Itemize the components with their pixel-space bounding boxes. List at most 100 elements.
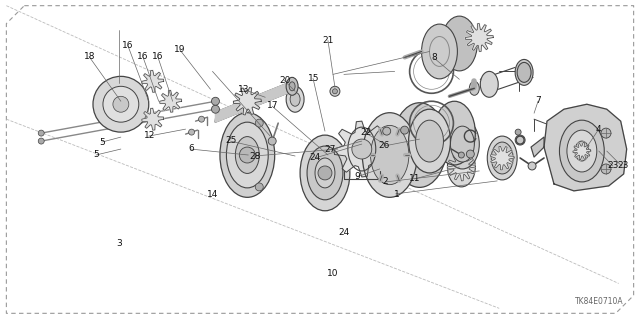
Ellipse shape: [236, 137, 259, 174]
Circle shape: [38, 138, 44, 144]
Ellipse shape: [307, 146, 343, 200]
Text: 16: 16: [152, 52, 163, 61]
Circle shape: [318, 166, 332, 180]
Circle shape: [601, 128, 611, 138]
Circle shape: [458, 152, 465, 158]
Ellipse shape: [290, 92, 300, 106]
Ellipse shape: [445, 119, 479, 169]
Text: 28: 28: [250, 152, 260, 161]
Text: 2: 2: [383, 177, 388, 186]
Ellipse shape: [371, 125, 409, 185]
Text: 6: 6: [188, 144, 194, 153]
Circle shape: [352, 139, 372, 159]
Ellipse shape: [515, 59, 533, 85]
Text: 16: 16: [137, 52, 148, 61]
Polygon shape: [544, 104, 627, 191]
Ellipse shape: [286, 86, 304, 112]
Circle shape: [198, 116, 205, 122]
Text: 21: 21: [322, 36, 333, 45]
Text: 16: 16: [122, 41, 133, 50]
Circle shape: [255, 183, 263, 191]
Circle shape: [211, 97, 220, 105]
Ellipse shape: [480, 71, 498, 97]
Ellipse shape: [362, 113, 417, 197]
Ellipse shape: [289, 82, 295, 91]
Circle shape: [255, 119, 263, 127]
Text: 24: 24: [339, 228, 350, 237]
Ellipse shape: [286, 78, 298, 95]
Text: 26: 26: [378, 141, 389, 150]
Ellipse shape: [447, 147, 476, 187]
Polygon shape: [142, 108, 164, 130]
Ellipse shape: [300, 135, 350, 211]
Text: 20: 20: [279, 76, 291, 85]
Ellipse shape: [451, 126, 474, 162]
Polygon shape: [531, 137, 544, 157]
Polygon shape: [234, 87, 261, 115]
Circle shape: [467, 150, 474, 158]
Circle shape: [383, 127, 390, 135]
Ellipse shape: [492, 142, 513, 174]
Circle shape: [103, 86, 139, 122]
Text: 11: 11: [408, 174, 420, 183]
Circle shape: [401, 126, 408, 134]
Ellipse shape: [220, 113, 275, 197]
Text: 12: 12: [143, 131, 155, 140]
Text: 3: 3: [116, 239, 122, 248]
Circle shape: [528, 162, 536, 170]
Text: 7: 7: [535, 96, 541, 105]
Text: 14: 14: [207, 190, 219, 199]
Circle shape: [601, 164, 611, 174]
Circle shape: [515, 129, 521, 135]
Polygon shape: [465, 24, 493, 51]
Polygon shape: [447, 153, 476, 181]
Text: TK84E0710A: TK84E0710A: [575, 297, 623, 306]
Ellipse shape: [433, 101, 476, 165]
Polygon shape: [573, 142, 591, 160]
Polygon shape: [334, 121, 390, 177]
Polygon shape: [160, 90, 182, 112]
Polygon shape: [216, 81, 292, 122]
Polygon shape: [490, 146, 514, 170]
Circle shape: [113, 96, 129, 112]
Circle shape: [239, 147, 255, 163]
Polygon shape: [142, 70, 164, 92]
Text: 4: 4: [596, 125, 601, 134]
Ellipse shape: [559, 120, 604, 182]
Ellipse shape: [575, 141, 589, 161]
Text: 18: 18: [84, 52, 95, 61]
Circle shape: [93, 76, 148, 132]
Text: 23: 23: [607, 161, 619, 170]
Ellipse shape: [227, 122, 268, 188]
Text: 17: 17: [266, 101, 278, 110]
Text: 1: 1: [394, 190, 399, 199]
Text: 19: 19: [174, 45, 186, 55]
Text: 9: 9: [354, 173, 360, 182]
Ellipse shape: [408, 109, 451, 173]
Circle shape: [268, 137, 276, 145]
Text: 8: 8: [432, 53, 438, 62]
Circle shape: [332, 89, 337, 94]
Text: 15: 15: [308, 74, 319, 83]
Ellipse shape: [392, 103, 447, 187]
Ellipse shape: [315, 158, 335, 188]
Text: 5: 5: [99, 137, 105, 146]
Text: 25: 25: [225, 136, 236, 145]
Circle shape: [211, 105, 220, 113]
Ellipse shape: [415, 120, 444, 162]
Circle shape: [330, 86, 340, 96]
Text: 27: 27: [324, 145, 335, 154]
Ellipse shape: [487, 136, 517, 180]
Text: 5: 5: [93, 150, 99, 159]
Circle shape: [189, 129, 195, 135]
Text: 13: 13: [238, 85, 250, 94]
Text: 10: 10: [327, 269, 339, 278]
Ellipse shape: [469, 81, 479, 95]
Circle shape: [515, 135, 525, 145]
Ellipse shape: [422, 24, 458, 79]
Circle shape: [38, 130, 44, 136]
Text: 23: 23: [617, 161, 628, 170]
Text: 22: 22: [360, 128, 371, 137]
Ellipse shape: [442, 16, 477, 71]
Ellipse shape: [517, 63, 531, 82]
